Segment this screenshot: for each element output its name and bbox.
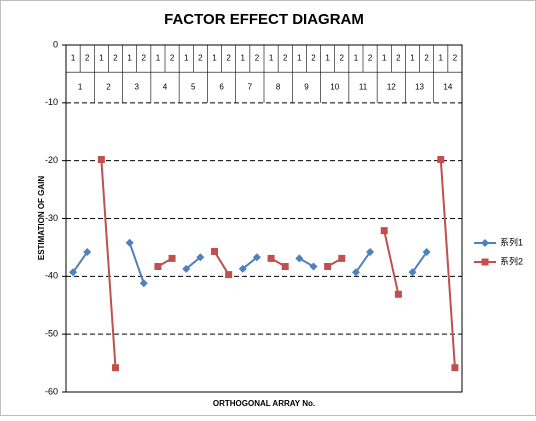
- marker: [154, 263, 162, 271]
- chart-title: FACTOR EFFECT DIAGRAM: [164, 11, 364, 28]
- group-label: 2: [106, 83, 111, 92]
- x-tick-label: 2: [340, 54, 345, 63]
- x-tick-label: 1: [297, 54, 302, 63]
- marker: [394, 290, 402, 298]
- marker: [225, 271, 233, 279]
- marker: [252, 253, 261, 262]
- marker: [437, 156, 445, 164]
- x-tick-label: 2: [170, 54, 175, 63]
- group-label: 9: [304, 83, 309, 92]
- x-tick-label: 1: [382, 54, 387, 63]
- series-line: [72, 242, 428, 284]
- y-tick-label: -40: [45, 271, 58, 281]
- y-tick-label: -10: [45, 97, 58, 107]
- marker: [125, 238, 134, 247]
- x-tick-label: 2: [226, 54, 231, 63]
- x-tick-label: 1: [99, 54, 104, 63]
- marker: [211, 247, 218, 255]
- marker: [408, 268, 417, 277]
- y-tick-label: 0: [53, 39, 58, 49]
- group-label: 11: [359, 83, 368, 92]
- y-tick-label: -30: [45, 213, 58, 223]
- x-tick-label: 1: [269, 54, 274, 63]
- group-label: 4: [163, 83, 168, 92]
- group-label: 7: [248, 83, 253, 92]
- group-label: 13: [415, 83, 424, 92]
- marker: [97, 156, 105, 164]
- marker: [196, 253, 205, 262]
- marker: [451, 364, 459, 372]
- group-label: 14: [443, 83, 452, 92]
- x-tick-label: 1: [439, 54, 444, 63]
- marker: [112, 364, 119, 372]
- x-tick-label: 2: [453, 54, 458, 63]
- x-tick-label: 1: [241, 54, 246, 63]
- y-tick-label: -20: [45, 155, 58, 165]
- marker: [69, 268, 78, 277]
- y-tick-label: -60: [45, 386, 58, 396]
- legend-marker: [481, 239, 489, 247]
- x-tick-label: 1: [354, 54, 359, 63]
- group-label: 10: [330, 83, 339, 92]
- series-line: [100, 159, 456, 368]
- x-tick-label: 1: [325, 54, 330, 63]
- x-tick-label: 2: [396, 54, 401, 63]
- legend-label: 系列2: [500, 255, 523, 266]
- x-tick-label: 2: [424, 54, 429, 63]
- x-tick-label: 1: [156, 54, 161, 63]
- x-tick-label: 2: [368, 54, 373, 63]
- x-tick-label: 1: [184, 54, 189, 63]
- x-tick-label: 2: [198, 54, 203, 63]
- group-label: 6: [219, 83, 224, 92]
- x-tick-label: 2: [113, 54, 118, 63]
- marker: [182, 264, 191, 273]
- x-tick-label: 1: [71, 54, 76, 63]
- y-axis-label: ESTIMATION OF GAIN: [37, 176, 46, 261]
- group-label: 3: [134, 83, 139, 92]
- x-tick-label: 2: [283, 54, 288, 63]
- marker: [422, 248, 431, 257]
- x-tick-label: 1: [410, 54, 415, 63]
- marker: [295, 254, 304, 263]
- marker: [267, 254, 275, 262]
- group-label: 8: [276, 83, 281, 92]
- marker: [380, 227, 388, 235]
- marker: [324, 263, 332, 271]
- group-label: 5: [191, 83, 196, 92]
- x-tick-label: 2: [311, 54, 316, 63]
- x-tick-label: 2: [142, 54, 147, 63]
- group-label: 12: [387, 83, 396, 92]
- legend-marker: [481, 258, 489, 266]
- marker: [168, 254, 176, 262]
- marker: [281, 263, 289, 271]
- x-tick-label: 1: [127, 54, 132, 63]
- marker: [139, 279, 148, 288]
- marker: [351, 268, 360, 277]
- marker: [309, 262, 318, 271]
- marker: [338, 254, 346, 262]
- legend-label: 系列1: [500, 236, 523, 247]
- y-tick-label: -50: [45, 329, 58, 339]
- x-tick-label: 1: [212, 54, 217, 63]
- marker: [83, 248, 92, 257]
- x-tick-label: 2: [85, 54, 90, 63]
- group-label: 1: [78, 83, 83, 92]
- marker: [238, 264, 247, 273]
- x-axis-label: ORTHOGONAL ARRAY No.: [213, 399, 315, 408]
- marker: [366, 248, 375, 257]
- x-tick-label: 2: [255, 54, 260, 63]
